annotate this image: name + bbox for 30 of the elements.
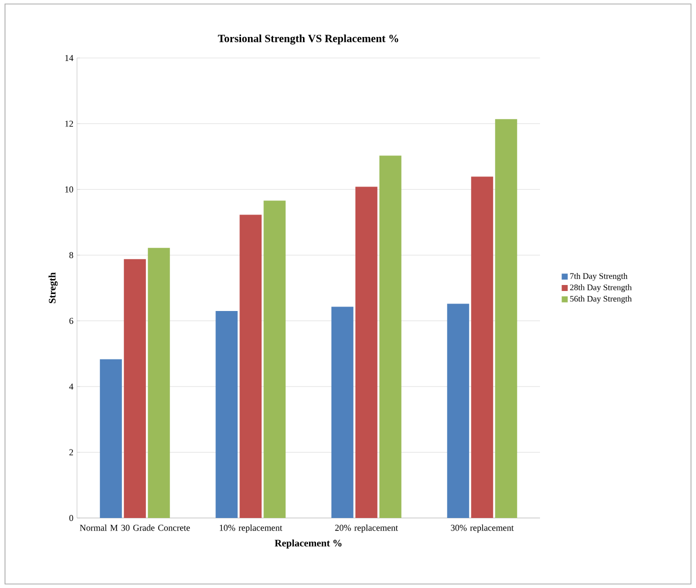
x-axis-title: Replacement %	[274, 539, 342, 549]
chart-title: Torsional Strength VS Replacement %	[218, 34, 398, 44]
y-axis-title: Stregth	[48, 272, 58, 304]
bar	[124, 259, 146, 518]
bar	[471, 176, 494, 518]
y-tick-label: 8	[69, 252, 74, 258]
y-tick-label: 6	[69, 318, 74, 324]
legend-label: 7th Day Strength	[570, 272, 628, 281]
y-tick-label: 10	[65, 186, 74, 192]
bar	[264, 200, 286, 518]
bar	[216, 310, 238, 518]
y-tick-label: 14	[65, 55, 74, 61]
x-tick-label: 10% replacement	[220, 524, 282, 533]
y-tick-label: 4	[69, 384, 74, 390]
y-tick-label: 2	[69, 449, 73, 456]
y-tick-label: 0	[69, 514, 74, 522]
bar	[355, 186, 378, 518]
bar	[100, 359, 122, 518]
x-tick-label: 20% replacement	[335, 524, 398, 533]
bar	[148, 248, 170, 518]
legend-label: 28th Day Strength	[570, 284, 632, 292]
y-tick-label: 12	[65, 120, 73, 127]
bar	[240, 214, 262, 518]
bar	[379, 156, 402, 518]
x-tick-label: 30% replacement	[450, 524, 514, 533]
x-tick-label: Normal M 30 Grade Concrete	[80, 524, 190, 531]
bar	[331, 306, 354, 518]
bar	[447, 304, 470, 518]
legend-label: 56th Day Strength	[570, 296, 632, 304]
bar	[495, 119, 518, 518]
